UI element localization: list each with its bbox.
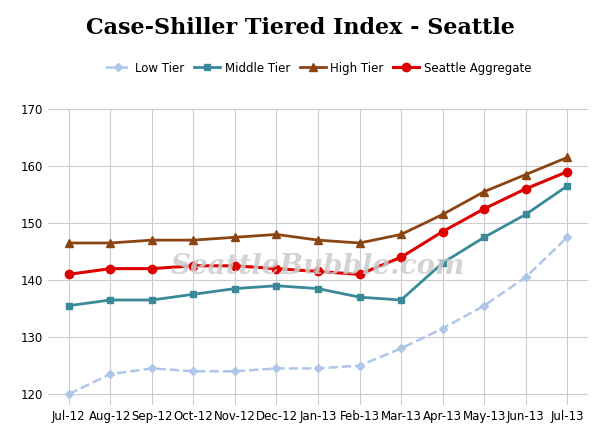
Middle Tier bbox=[190, 292, 197, 297]
Line: Low Tier: Low Tier bbox=[65, 234, 571, 397]
Low Tier bbox=[273, 366, 280, 371]
Seattle Aggregate bbox=[107, 266, 114, 271]
Middle Tier bbox=[65, 303, 73, 308]
Middle Tier bbox=[481, 235, 488, 240]
Middle Tier bbox=[314, 286, 322, 291]
High Tier bbox=[563, 155, 571, 160]
High Tier bbox=[148, 238, 155, 243]
Legend: Low Tier, Middle Tier, High Tier, Seattle Aggregate: Low Tier, Middle Tier, High Tier, Seattl… bbox=[104, 61, 532, 75]
Seattle Aggregate bbox=[397, 255, 404, 260]
Line: High Tier: High Tier bbox=[65, 153, 571, 247]
Low Tier bbox=[481, 303, 488, 308]
Middle Tier bbox=[522, 212, 529, 217]
Seattle Aggregate bbox=[522, 186, 529, 191]
Low Tier bbox=[148, 366, 155, 371]
Middle Tier bbox=[273, 283, 280, 288]
Low Tier bbox=[563, 235, 571, 240]
Middle Tier bbox=[563, 184, 571, 189]
Middle Tier bbox=[148, 297, 155, 303]
Seattle Aggregate bbox=[232, 263, 239, 269]
High Tier bbox=[481, 189, 488, 194]
Middle Tier bbox=[107, 297, 114, 303]
Low Tier bbox=[314, 366, 322, 371]
High Tier bbox=[232, 235, 239, 240]
Seattle Aggregate bbox=[481, 206, 488, 211]
Low Tier bbox=[190, 369, 197, 374]
High Tier bbox=[439, 212, 446, 217]
High Tier bbox=[273, 232, 280, 237]
Line: Middle Tier: Middle Tier bbox=[65, 183, 571, 309]
Seattle Aggregate bbox=[563, 169, 571, 174]
Low Tier bbox=[65, 392, 73, 397]
Middle Tier bbox=[397, 297, 404, 303]
Text: SeattleBubble.com: SeattleBubble.com bbox=[171, 252, 465, 279]
Low Tier bbox=[522, 275, 529, 280]
Seattle Aggregate bbox=[314, 269, 322, 274]
High Tier bbox=[397, 232, 404, 237]
Text: Case-Shiller Tiered Index - Seattle: Case-Shiller Tiered Index - Seattle bbox=[86, 17, 514, 39]
Middle Tier bbox=[439, 260, 446, 266]
High Tier bbox=[314, 238, 322, 243]
Low Tier bbox=[107, 371, 114, 377]
Line: Seattle Aggregate: Seattle Aggregate bbox=[65, 167, 571, 279]
High Tier bbox=[356, 240, 363, 245]
Seattle Aggregate bbox=[273, 266, 280, 271]
Low Tier bbox=[232, 369, 239, 374]
Seattle Aggregate bbox=[190, 263, 197, 269]
High Tier bbox=[522, 172, 529, 177]
High Tier bbox=[107, 240, 114, 245]
Middle Tier bbox=[232, 286, 239, 291]
Low Tier bbox=[397, 346, 404, 351]
Low Tier bbox=[356, 363, 363, 368]
Seattle Aggregate bbox=[356, 272, 363, 277]
High Tier bbox=[190, 238, 197, 243]
Seattle Aggregate bbox=[65, 272, 73, 277]
Middle Tier bbox=[356, 295, 363, 300]
Seattle Aggregate bbox=[439, 229, 446, 234]
Low Tier bbox=[439, 326, 446, 331]
Seattle Aggregate bbox=[148, 266, 155, 271]
High Tier bbox=[65, 240, 73, 245]
